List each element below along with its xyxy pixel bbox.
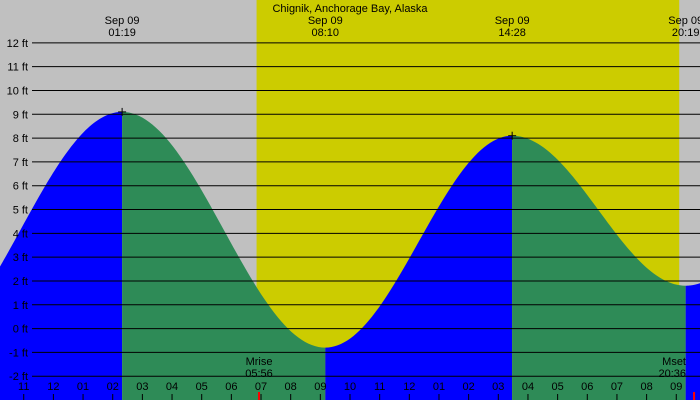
x-tick-label: 08 bbox=[285, 381, 297, 393]
y-tick-label: 8 ft bbox=[13, 133, 28, 145]
x-tick-label: 11 bbox=[374, 381, 385, 393]
y-tick-label: 10 ft bbox=[7, 85, 28, 97]
falling-tide-area bbox=[512, 135, 686, 400]
x-tick-label: 12 bbox=[47, 381, 59, 393]
x-tick-label: 05 bbox=[196, 381, 208, 393]
chart-title: Chignik, Anchorage Bay, Alaska bbox=[272, 3, 428, 15]
tide-event-date: Sep 09 bbox=[495, 15, 530, 27]
y-tick-label: 9 ft bbox=[13, 109, 28, 121]
x-tick-label: 09 bbox=[670, 381, 682, 393]
x-tick-label: 03 bbox=[492, 381, 504, 393]
y-tick-label: 11 ft bbox=[7, 62, 28, 74]
y-tick-label: -2 ft bbox=[9, 371, 28, 383]
y-tick-label: 2 ft bbox=[13, 276, 28, 288]
x-tick-label: 07 bbox=[255, 381, 267, 393]
y-tick-label: 0 ft bbox=[13, 324, 28, 336]
x-tick-label: 01 bbox=[77, 381, 89, 393]
x-tick-label: 09 bbox=[314, 381, 326, 393]
x-tick-label: 01 bbox=[433, 381, 445, 393]
tide-event-time: 08:10 bbox=[312, 27, 340, 39]
y-tick-label: 5 ft bbox=[13, 205, 28, 217]
falling-tide-area bbox=[122, 111, 326, 400]
y-tick-label: 4 ft bbox=[13, 228, 28, 240]
x-tick-label: 02 bbox=[463, 381, 475, 393]
x-tick-label: 10 bbox=[344, 381, 356, 393]
x-tick-label: 03 bbox=[136, 381, 148, 393]
y-tick-label: -1 ft bbox=[9, 347, 28, 359]
x-tick-label: 04 bbox=[166, 381, 178, 393]
x-tick-label: 06 bbox=[581, 381, 593, 393]
x-tick-label: 06 bbox=[225, 381, 237, 393]
moon-event-time: 05:56 bbox=[245, 368, 273, 380]
y-tick-label: 7 ft bbox=[13, 157, 28, 169]
y-tick-label: 6 ft bbox=[13, 181, 28, 193]
tide-event-time: 20:19 bbox=[672, 27, 700, 39]
tide-event-time: 01:19 bbox=[108, 27, 136, 39]
x-tick-label: 07 bbox=[611, 381, 623, 393]
moon-event-label: Mset bbox=[662, 356, 686, 368]
rising-tide-area bbox=[325, 135, 513, 400]
x-tick-label: 02 bbox=[107, 381, 119, 393]
y-tick-label: 3 ft bbox=[13, 252, 28, 264]
y-tick-label: 12 ft bbox=[7, 38, 28, 50]
tide-event-date: Sep 09 bbox=[308, 15, 343, 27]
x-tick-label: 11 bbox=[18, 381, 29, 393]
x-tick-label: 04 bbox=[522, 381, 534, 393]
tide-event-date: Sep 09 bbox=[668, 15, 700, 27]
tide-event-date: Sep 09 bbox=[105, 15, 140, 27]
x-tick-label: 12 bbox=[403, 381, 415, 393]
y-tick-label: 1 ft bbox=[13, 300, 28, 312]
rising-tide-area bbox=[685, 283, 700, 400]
moon-event-time: 20:36 bbox=[658, 368, 686, 380]
x-tick-label: 05 bbox=[552, 381, 564, 393]
tide-event-time: 14:28 bbox=[498, 27, 526, 39]
rising-tide-area bbox=[0, 111, 123, 400]
moon-event-label: Mrise bbox=[246, 356, 273, 368]
x-tick-label: 08 bbox=[640, 381, 652, 393]
